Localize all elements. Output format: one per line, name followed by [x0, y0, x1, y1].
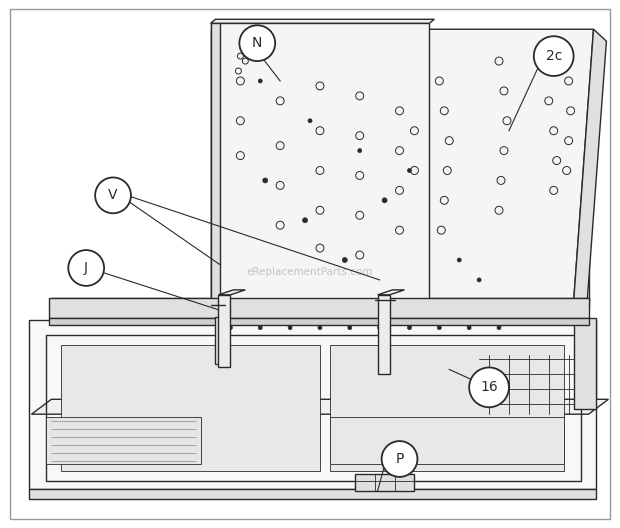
Circle shape — [288, 326, 292, 329]
Polygon shape — [355, 474, 414, 491]
Polygon shape — [61, 345, 320, 471]
Circle shape — [382, 198, 387, 203]
Circle shape — [239, 25, 275, 61]
Circle shape — [348, 326, 352, 329]
Circle shape — [467, 326, 471, 329]
Text: N: N — [252, 36, 262, 50]
Circle shape — [497, 326, 501, 329]
Polygon shape — [50, 318, 588, 325]
Text: eReplacementParts.com: eReplacementParts.com — [247, 267, 373, 277]
Polygon shape — [32, 399, 608, 414]
Polygon shape — [211, 23, 221, 305]
Circle shape — [228, 326, 232, 329]
Polygon shape — [330, 417, 564, 464]
Polygon shape — [211, 31, 588, 300]
Text: J: J — [84, 261, 88, 275]
Circle shape — [303, 218, 308, 223]
Circle shape — [259, 326, 262, 329]
Polygon shape — [330, 345, 564, 471]
Polygon shape — [30, 320, 596, 489]
Text: P: P — [396, 452, 404, 466]
Text: V: V — [108, 188, 118, 202]
Circle shape — [259, 79, 262, 83]
Polygon shape — [216, 29, 593, 302]
Circle shape — [95, 177, 131, 213]
Circle shape — [407, 168, 412, 173]
Polygon shape — [574, 29, 606, 310]
Polygon shape — [50, 298, 588, 318]
Polygon shape — [378, 295, 389, 374]
Circle shape — [358, 148, 361, 153]
Circle shape — [68, 250, 104, 286]
Polygon shape — [211, 23, 430, 305]
Circle shape — [437, 326, 441, 329]
Text: 16: 16 — [480, 380, 498, 394]
Polygon shape — [574, 318, 596, 409]
Circle shape — [378, 326, 382, 329]
Polygon shape — [218, 290, 246, 295]
Polygon shape — [51, 298, 588, 308]
Circle shape — [342, 258, 347, 262]
Polygon shape — [30, 489, 596, 499]
Polygon shape — [211, 20, 435, 23]
Circle shape — [534, 36, 574, 76]
Circle shape — [263, 178, 268, 183]
Circle shape — [469, 367, 509, 407]
Circle shape — [318, 326, 322, 329]
Circle shape — [407, 326, 412, 329]
Polygon shape — [218, 295, 231, 367]
Polygon shape — [216, 317, 221, 364]
Circle shape — [382, 441, 417, 477]
Circle shape — [308, 119, 312, 122]
Text: 2c: 2c — [546, 49, 562, 63]
Circle shape — [477, 278, 481, 282]
Circle shape — [457, 258, 461, 262]
Polygon shape — [46, 417, 201, 464]
Polygon shape — [378, 290, 404, 295]
